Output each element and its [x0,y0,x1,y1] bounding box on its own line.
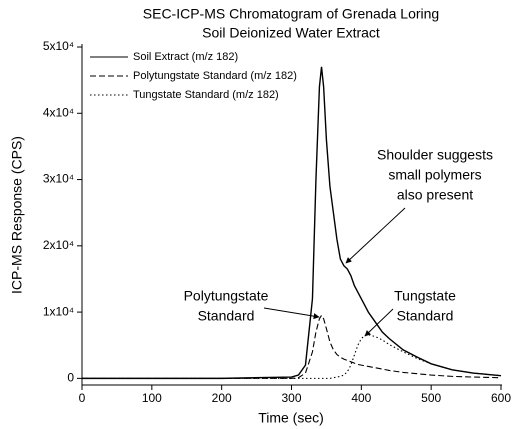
chart-subtitle: Soil Deionized Water Extract [202,25,380,41]
x-tick-label: 600 [491,391,511,405]
y-tick-label: 0 [67,371,74,385]
series-line [82,334,502,379]
x-tick-label: 300 [281,391,301,405]
y-tick-label: 4x10⁴ [43,105,74,119]
annotation-text: small polymers [388,167,481,183]
x-axis-label: Time (sec) [258,410,324,426]
chart-title: SEC-ICP-MS Chromatogram of Grenada Lorin… [143,6,439,22]
annotation-arrow [263,307,320,320]
y-tick-label: 2x10⁴ [43,238,74,252]
x-tick-label: 100 [142,391,162,405]
y-tick-label: 1x10⁴ [43,304,74,318]
x-tick-label: 0 [79,391,86,405]
legend-label: Polytungstate Standard (m/z 182) [133,70,297,82]
series-line [82,66,502,380]
annotation-text: Standard [198,308,255,324]
x-tick-label: 500 [421,391,441,405]
y-tick-label: 3x10⁴ [43,172,74,186]
annotation-text: Shoulder suggests [377,147,493,163]
y-tick-label: 5x10⁴ [43,39,74,53]
y-axis-label: ICP-MS Response (CPS) [9,136,25,294]
annotation-text: Tungstate [394,288,456,304]
annotation-arrow [345,207,406,264]
annotation-text: Polytungstate [184,288,269,304]
legend-label: Tungstate Standard (m/z 182) [133,89,279,101]
series-line [82,314,502,379]
annotation-text: also present [397,187,473,203]
x-tick-label: 200 [212,391,232,405]
annotation-arrow [364,308,394,337]
annotation-text: Standard [397,308,454,324]
legend-label: Soil Extract (m/z 182) [133,51,238,63]
x-tick-label: 400 [351,391,371,405]
